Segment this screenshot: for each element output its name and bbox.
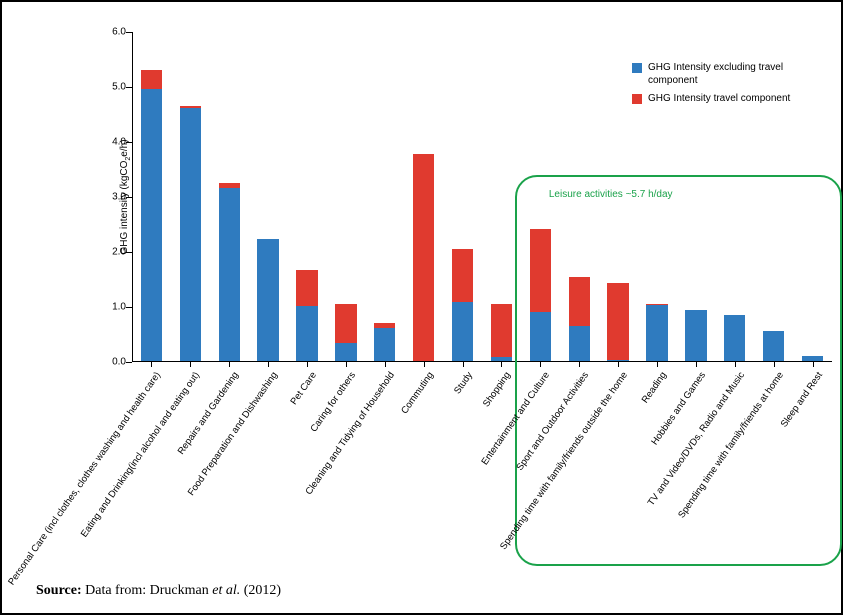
bar-segment-travel bbox=[607, 283, 628, 360]
y-tick bbox=[126, 307, 132, 308]
source-text-2: (2012) bbox=[240, 583, 281, 598]
legend-swatch bbox=[632, 94, 642, 104]
x-tick bbox=[579, 362, 580, 367]
y-tick bbox=[126, 142, 132, 143]
x-tick bbox=[657, 362, 658, 367]
legend-label: GHG Intensity travel component bbox=[648, 93, 790, 106]
bar-segment-excl-travel bbox=[141, 89, 162, 361]
figure-frame: GHG intensity (kgCO2e/h) GHG Intensity e… bbox=[0, 0, 843, 615]
bar-segment-excl-travel bbox=[802, 356, 823, 361]
bar-segment-excl-travel bbox=[763, 331, 784, 361]
legend-item: GHG Intensity excluding travel component bbox=[632, 62, 828, 87]
bar-segment-excl-travel bbox=[685, 310, 706, 361]
x-tick bbox=[229, 362, 230, 367]
x-tick bbox=[385, 362, 386, 367]
source-italic: et al. bbox=[212, 583, 240, 598]
bar-segment-excl-travel bbox=[491, 357, 512, 361]
bar-segment-excl-travel bbox=[646, 305, 667, 361]
bar-segment-excl-travel bbox=[219, 188, 240, 361]
bar-segment-excl-travel bbox=[452, 302, 473, 361]
y-tick-label: 1.0 bbox=[96, 302, 126, 313]
source-label: Source: bbox=[36, 583, 82, 598]
x-tick bbox=[307, 362, 308, 367]
bar-segment-excl-travel bbox=[180, 108, 201, 361]
source-citation: Source: Data from: Druckman et al. (2012… bbox=[36, 583, 281, 599]
y-tick-label: 5.0 bbox=[96, 82, 126, 93]
x-tick bbox=[190, 362, 191, 367]
x-tick bbox=[501, 362, 502, 367]
bar-segment-excl-travel bbox=[569, 326, 590, 361]
y-tick bbox=[126, 197, 132, 198]
y-tick-label: 2.0 bbox=[96, 247, 126, 258]
ghg-intensity-chart: GHG intensity (kgCO2e/h) GHG Intensity e… bbox=[132, 32, 832, 362]
x-tick bbox=[424, 362, 425, 367]
legend-swatch bbox=[632, 63, 642, 73]
bar-segment-travel bbox=[219, 183, 240, 187]
y-tick-label: 6.0 bbox=[96, 27, 126, 38]
bar-segment-excl-travel bbox=[335, 343, 356, 361]
x-tick bbox=[540, 362, 541, 367]
bar-segment-excl-travel bbox=[530, 312, 551, 362]
y-tick-label: 4.0 bbox=[96, 137, 126, 148]
bar-segment-travel bbox=[141, 70, 162, 89]
bar-segment-travel bbox=[646, 304, 667, 305]
x-tick bbox=[463, 362, 464, 367]
legend: GHG Intensity excluding travel component… bbox=[632, 62, 828, 112]
bar-segment-travel bbox=[296, 270, 317, 306]
x-tick bbox=[813, 362, 814, 367]
bar-segment-excl-travel bbox=[296, 306, 317, 361]
legend-item: GHG Intensity travel component bbox=[632, 93, 828, 106]
bar-segment-travel bbox=[491, 304, 512, 356]
bar-segment-travel bbox=[530, 229, 551, 312]
source-text-1: Data from: Druckman bbox=[82, 583, 213, 598]
y-tick bbox=[126, 87, 132, 88]
bar-segment-travel bbox=[452, 249, 473, 301]
legend-label: GHG Intensity excluding travel component bbox=[648, 62, 828, 87]
y-tick-label: 3.0 bbox=[96, 192, 126, 203]
bar-segment-excl-travel bbox=[374, 328, 395, 361]
x-tick bbox=[696, 362, 697, 367]
y-tick-label: 0.0 bbox=[96, 357, 126, 368]
x-tick bbox=[618, 362, 619, 367]
bar-segment-travel bbox=[180, 106, 201, 108]
x-tick bbox=[151, 362, 152, 367]
bar-segment-travel bbox=[335, 304, 356, 343]
y-axis bbox=[132, 32, 133, 362]
bar-segment-excl-travel bbox=[607, 360, 628, 361]
bar-segment-travel bbox=[374, 323, 395, 329]
bar-segment-travel bbox=[569, 277, 590, 327]
x-tick bbox=[774, 362, 775, 367]
bar-segment-travel bbox=[413, 154, 434, 361]
bar-segment-excl-travel bbox=[257, 239, 278, 361]
y-tick bbox=[126, 252, 132, 253]
leisure-annotation-text: Leisure activities ~5.7 h/day bbox=[549, 189, 673, 200]
x-tick bbox=[268, 362, 269, 367]
bar-segment-excl-travel bbox=[724, 315, 745, 361]
y-tick bbox=[126, 362, 132, 363]
x-tick bbox=[735, 362, 736, 367]
y-tick bbox=[126, 32, 132, 33]
x-tick bbox=[346, 362, 347, 367]
leisure-annotation-box bbox=[515, 175, 842, 566]
